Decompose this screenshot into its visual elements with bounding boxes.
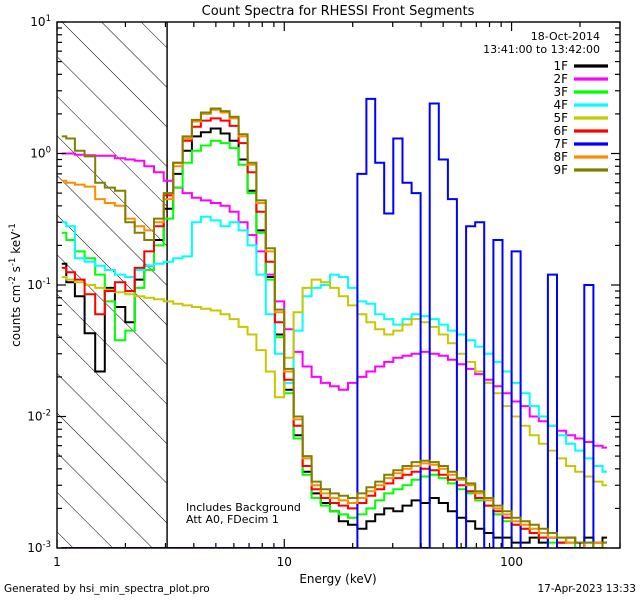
legend-item-3f: 3F: [553, 85, 608, 99]
legend-label: 5F: [553, 111, 568, 125]
legend-item-4f: 4F: [553, 98, 608, 112]
y-axis-label: counts cm-2 s-1 keV-1: [8, 223, 23, 347]
y-axis-label-base3: keV: [9, 231, 23, 258]
excluded-energy-hatch-region: [56, 21, 168, 549]
x-axis-label: Energy (keV): [299, 572, 376, 586]
legend-item-6f: 6F: [553, 124, 608, 138]
legend-label: 3F: [553, 85, 568, 99]
legend-item-8f: 8F: [553, 150, 608, 164]
svg-text:counts cm-2 s-1 keV-1: counts cm-2 s-1 keV-1: [8, 223, 23, 347]
x-tick-label: 100: [500, 555, 523, 569]
annotation-attenuator-state: Att A0, FDecim 1: [186, 513, 279, 526]
legend-item-7f: 7F: [553, 137, 608, 151]
x-tick-label: 10: [277, 555, 292, 569]
legend-item-2f: 2F: [553, 72, 608, 86]
x-axis-tick-labels: 1 10 100: [53, 555, 523, 569]
y-axis-label-exp1: -2: [8, 276, 18, 284]
footer-generator: Generated by hsi_min_spectra_plot.pro: [4, 583, 210, 595]
y-tick-label: 100: [30, 146, 51, 161]
legend-item-5f: 5F: [553, 111, 608, 125]
x-tick-label: 1: [53, 555, 61, 569]
legend-item-9f: 9F: [553, 163, 608, 177]
y-axis-label-exp3: -1: [8, 223, 18, 231]
legend-label: 6F: [553, 124, 568, 138]
y-tick-label: 10-3: [27, 540, 51, 555]
legend-item-1f: 1F: [553, 59, 608, 73]
legend-label: 4F: [553, 98, 568, 112]
legend-label: 2F: [553, 72, 568, 86]
spectrum-curve-9f: [61, 107, 607, 548]
spectrum-curve-6f: [61, 117, 607, 548]
y-axis-label-base1: counts cm: [9, 285, 23, 347]
legend-label: 9F: [553, 163, 568, 177]
spectrum-curve-7f: [61, 97, 607, 548]
observation-time-range: 13:41:00 to 13:42:00: [483, 43, 600, 56]
y-axis-label-base2: s: [9, 266, 23, 276]
y-tick-label: 101: [30, 14, 51, 29]
legend-label: 7F: [553, 137, 568, 151]
page-title: Count Spectra for RHESSI Front Segments: [202, 4, 475, 19]
legend-label: 8F: [553, 150, 568, 164]
legend-label: 1F: [553, 59, 568, 73]
y-axis-label-exp2: -1: [8, 258, 18, 266]
axes-frame: [56, 21, 621, 549]
y-tick-label: 10-1: [27, 277, 51, 292]
footer-timestamp: 17-Apr-2023 13:33: [537, 583, 636, 595]
y-tick-label: 10-2: [27, 409, 51, 424]
y-axis-tick-labels: 101 100 10-1 10-2 10-3: [27, 14, 51, 555]
annotation-includes-background: Includes Background: [186, 501, 301, 514]
spectra-curves: [61, 97, 607, 548]
observation-date: 18-Oct-2014: [531, 30, 600, 43]
